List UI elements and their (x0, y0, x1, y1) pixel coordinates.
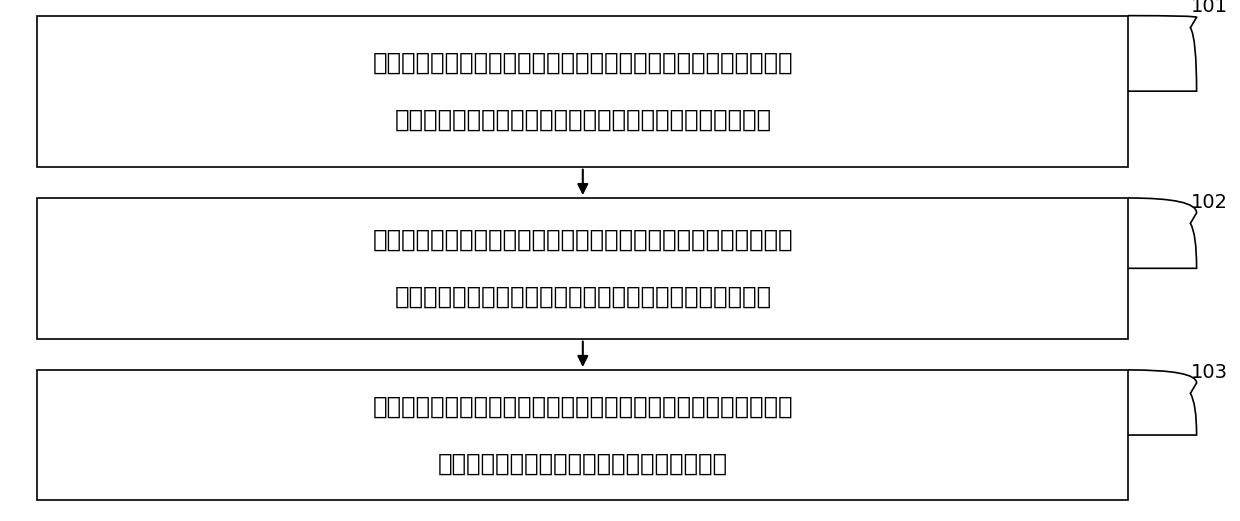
Text: 域控制器发送对应于所述故障状态的第三信息: 域控制器发送对应于所述故障状态的第三信息 (438, 452, 728, 476)
Text: 则判断所述目标区段当前处于进路始端分路不良的故障状态: 则判断所述目标区段当前处于进路始端分路不良的故障状态 (394, 285, 771, 309)
Bar (37, 198, 1128, 339)
Text: 102: 102 (1190, 193, 1228, 212)
Text: 联锁接收到区域控制器发送的目标区段的进路始端的信号机压坏的: 联锁接收到区域控制器发送的目标区段的进路始端的信号机压坏的 (372, 51, 794, 75)
Bar (37, 16, 1128, 167)
Text: 判断所述第二信息是否为所述目标区段当前处于空闲状态，若是，: 判断所述第二信息是否为所述目标区段当前处于空闲状态，若是， (372, 228, 794, 252)
Text: 将所述目标区段设置为故障锁闭，自动异常解锁状态，并向所述区: 将所述目标区段设置为故障锁闭，自动异常解锁状态，并向所述区 (372, 394, 794, 418)
Text: 103: 103 (1190, 363, 1228, 382)
Text: 101: 101 (1190, 0, 1228, 16)
Text: 第一信息后，获取所述目标区段当前是否被占用的第二信息: 第一信息后，获取所述目标区段当前是否被占用的第二信息 (394, 108, 771, 132)
Bar (37, 370, 1128, 500)
